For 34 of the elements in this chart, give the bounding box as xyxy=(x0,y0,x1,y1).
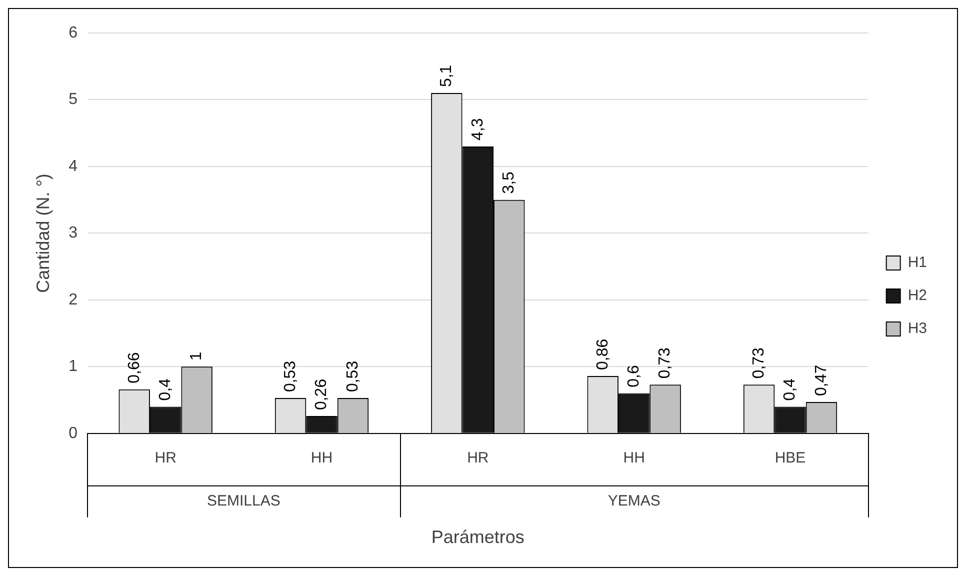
legend-label: H2 xyxy=(908,287,928,304)
y-tick-label: 0 xyxy=(68,424,78,442)
x-axis-title: Parámetros xyxy=(431,527,524,548)
data-label: 5,1 xyxy=(438,64,456,88)
x-tick-label: HH xyxy=(623,450,645,467)
data-label: 0,86 xyxy=(594,338,612,370)
x-tick-label: HR xyxy=(154,450,177,467)
y-axis-title: Cantidad (N. °) xyxy=(32,174,53,293)
data-label: 3,5 xyxy=(500,171,518,194)
y-tick-label: 3 xyxy=(68,224,78,242)
legend-label: H1 xyxy=(908,254,928,272)
legend-label: H3 xyxy=(908,320,928,338)
data-label: 0,73 xyxy=(656,347,674,379)
text: YEMAS xyxy=(608,492,660,510)
y-tick-label: 2 xyxy=(68,291,78,308)
y-tick-label: 1 xyxy=(68,358,78,376)
data-label: 4,3 xyxy=(469,118,486,140)
data-label: 0,6 xyxy=(625,365,642,388)
y-tick-label: 5 xyxy=(68,91,78,108)
data-label: 0,4 xyxy=(156,378,174,401)
y-tick-label: 4 xyxy=(68,158,78,175)
x-tick-label: HH xyxy=(310,450,333,467)
x-tick-label: HR xyxy=(467,450,489,467)
data-label: 1 xyxy=(188,352,206,361)
data-label: 0,73 xyxy=(750,347,768,379)
data-label: 0,53 xyxy=(282,360,299,392)
data-label: 0,53 xyxy=(344,360,362,392)
data-label: 0,4 xyxy=(782,378,799,401)
y-tick-label: 6 xyxy=(68,24,78,42)
data-label: 0,66 xyxy=(126,352,143,384)
data-label: 0,47 xyxy=(812,364,830,396)
data-label: 0,26 xyxy=(313,378,330,410)
text: SEMILLAS xyxy=(206,492,280,510)
x-tick-label: HBE xyxy=(774,450,806,467)
